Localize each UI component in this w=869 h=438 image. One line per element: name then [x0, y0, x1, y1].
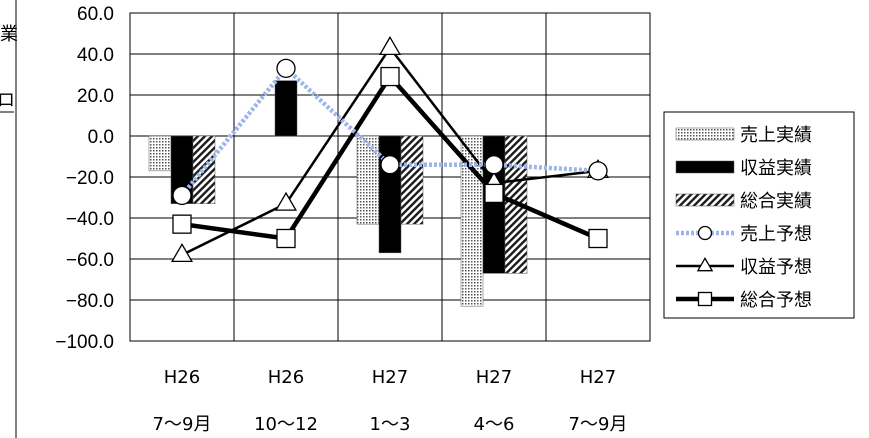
- line-point: [696, 257, 714, 272]
- x-tick-label-period: 7〜9月: [153, 414, 212, 435]
- bar: [378, 135, 402, 254]
- x-tick-label-year: H27: [580, 367, 616, 388]
- line-point: [588, 228, 608, 249]
- bar: [192, 135, 216, 204]
- bar: [274, 80, 298, 137]
- x-tick-label-period: 10〜12: [254, 414, 318, 435]
- mid-char-fragment: ロ: [0, 90, 15, 111]
- line-point: [484, 183, 504, 204]
- top-char-fragment: 業: [0, 24, 18, 45]
- x-tick-label-year: H27: [476, 367, 512, 388]
- y-tick-label: 60.0: [77, 4, 114, 25]
- line-point: [276, 58, 296, 78]
- line-point: [484, 155, 504, 175]
- bar: [356, 135, 380, 225]
- legend-swatch: [675, 160, 735, 174]
- y-tick-label: −100.0: [55, 332, 114, 353]
- legend-label: 総合予想: [740, 290, 812, 311]
- line-point: [380, 155, 400, 175]
- bars: [148, 80, 528, 307]
- y-tick-label: −60.0: [66, 250, 114, 271]
- bar: [148, 135, 172, 172]
- x-tick-label-year: H27: [372, 367, 408, 388]
- forecast-lines: [170, 35, 610, 263]
- line-point: [380, 66, 400, 87]
- x-tick-label-period: 4〜6: [474, 414, 515, 435]
- x-tick-label-period: 1〜3: [370, 414, 411, 435]
- x-axis: H26 7〜9月 H26 10〜12 H27 1〜3 H27 4〜6 H27 7〜9月: [153, 367, 628, 435]
- y-tick-label: 0.0: [88, 127, 114, 148]
- line-point: [276, 228, 296, 249]
- line-point: [172, 214, 192, 234]
- x-tick-label-year: H26: [164, 367, 200, 388]
- y-tick-label: 40.0: [77, 45, 114, 66]
- x-tick-label-year: H26: [268, 367, 304, 388]
- legend-box: [663, 111, 855, 319]
- x-tick-label-period: 7〜9月: [569, 414, 628, 435]
- legend-label: 売上予想: [740, 224, 812, 245]
- legend-swatch: [675, 193, 735, 207]
- line-point: [588, 161, 608, 181]
- bar: [400, 135, 424, 225]
- grid: [129, 12, 651, 342]
- y-tick-label: −20.0: [66, 168, 114, 189]
- line-point: [378, 35, 402, 55]
- legend-label: 収益予想: [740, 257, 812, 278]
- legend-label: 収益実績: [740, 158, 812, 179]
- legend-swatch: [675, 127, 735, 141]
- y-tick-label: −80.0: [66, 291, 114, 312]
- legend-label: 売上実績: [740, 125, 812, 146]
- line-point: [697, 291, 713, 307]
- line-point: [170, 243, 194, 263]
- line-point: [697, 225, 713, 241]
- legend-label: 総合実績: [740, 191, 812, 212]
- y-axis: 60.0 40.0 20.0 0.0 −20.0 −40.0 −60.0 −80.0 −100.…: [55, 4, 114, 353]
- line-point: [172, 185, 192, 206]
- line-point: [274, 191, 298, 211]
- y-tick-label: 20.0: [77, 86, 114, 107]
- y-tick-label: −40.0: [66, 209, 114, 230]
